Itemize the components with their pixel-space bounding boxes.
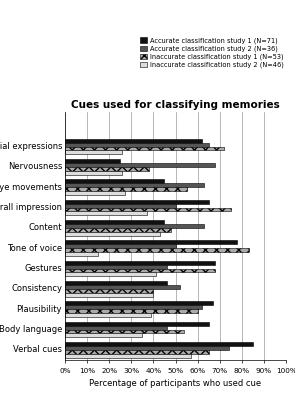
Bar bbox=[65, 139, 202, 143]
Bar bbox=[65, 228, 171, 232]
Bar bbox=[65, 285, 180, 289]
Bar bbox=[65, 180, 164, 183]
Bar bbox=[65, 232, 160, 236]
Bar bbox=[65, 333, 142, 337]
Bar bbox=[65, 150, 122, 154]
Bar bbox=[65, 200, 209, 204]
Bar bbox=[65, 248, 248, 252]
Bar bbox=[65, 289, 153, 293]
Bar bbox=[65, 272, 156, 276]
Bar bbox=[65, 167, 149, 171]
Bar bbox=[65, 354, 191, 358]
Legend: Accurate classification study 1 (N=71), Accurate classification study 2 (N=36), : Accurate classification study 1 (N=71), … bbox=[139, 36, 285, 70]
Bar bbox=[65, 163, 215, 167]
Bar bbox=[65, 212, 147, 215]
Bar bbox=[65, 220, 164, 224]
Bar bbox=[65, 159, 120, 163]
Bar bbox=[65, 171, 122, 175]
Bar bbox=[65, 146, 224, 150]
Bar bbox=[65, 265, 167, 268]
Bar bbox=[65, 293, 153, 296]
Bar bbox=[65, 346, 229, 350]
Bar bbox=[65, 261, 215, 265]
Bar bbox=[65, 302, 213, 305]
Bar bbox=[65, 143, 209, 146]
Bar bbox=[65, 252, 98, 256]
Bar bbox=[65, 204, 176, 208]
Title: Cues used for classifying memories: Cues used for classifying memories bbox=[71, 100, 280, 110]
Bar bbox=[65, 305, 202, 309]
Bar bbox=[65, 313, 151, 317]
Bar bbox=[65, 187, 186, 191]
Bar bbox=[65, 244, 176, 248]
Bar bbox=[65, 208, 231, 212]
Bar bbox=[65, 281, 167, 285]
Bar bbox=[65, 183, 204, 187]
Bar bbox=[65, 322, 209, 326]
X-axis label: Percentage of participants who used cue: Percentage of participants who used cue bbox=[89, 379, 262, 388]
Bar bbox=[65, 342, 253, 346]
Bar bbox=[65, 191, 124, 195]
Bar bbox=[65, 224, 204, 228]
Bar bbox=[65, 350, 209, 354]
Bar bbox=[65, 309, 198, 313]
Bar bbox=[65, 330, 184, 333]
Bar bbox=[65, 326, 167, 330]
Bar bbox=[65, 268, 215, 272]
Bar bbox=[65, 240, 237, 244]
